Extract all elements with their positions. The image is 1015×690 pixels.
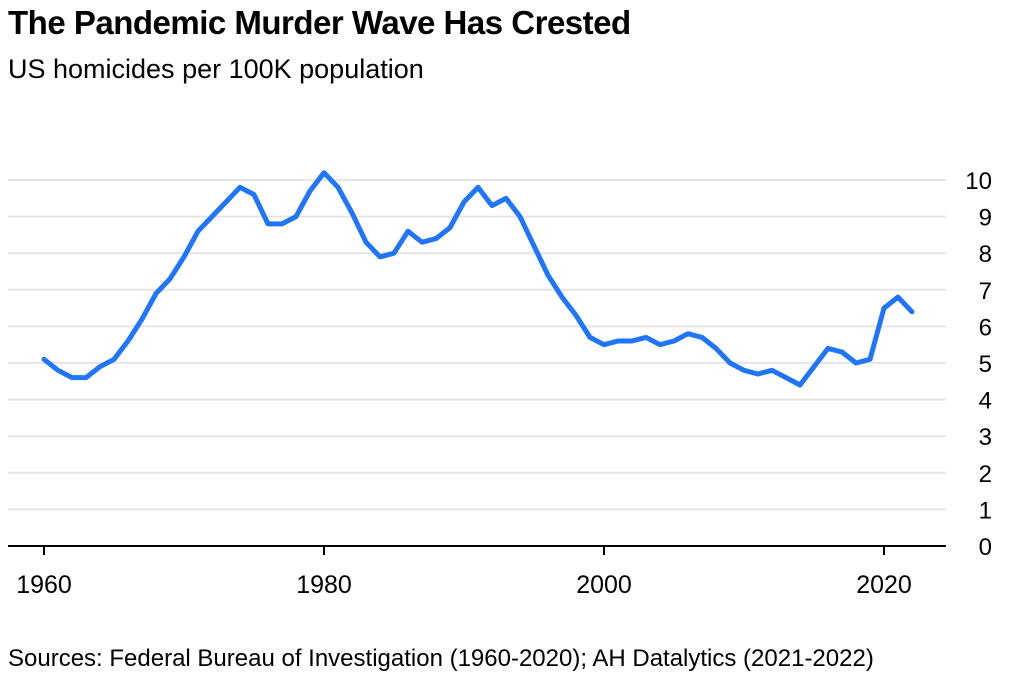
y-tick-label: 0 xyxy=(979,534,992,561)
y-tick-label: 8 xyxy=(979,241,992,268)
y-tick-label: 9 xyxy=(979,205,992,232)
x-axis-labels: 1960 1980 2000 2020 xyxy=(16,571,912,599)
gridlines xyxy=(8,179,946,511)
x-tick-label: 2020 xyxy=(856,571,912,599)
x-axis xyxy=(8,545,946,555)
y-tick-label: 10 xyxy=(965,168,992,195)
y-tick-label: 3 xyxy=(979,424,992,451)
x-tick-label: 2000 xyxy=(576,571,632,599)
y-tick-label: 7 xyxy=(979,278,992,305)
y-tick-label: 5 xyxy=(979,351,992,378)
source-note: Sources: Federal Bureau of Investigation… xyxy=(8,645,874,672)
series-layer xyxy=(41,170,915,388)
chart-title: The Pandemic Murder Wave Has Crested xyxy=(8,4,631,41)
y-tick-label: 1 xyxy=(979,497,992,524)
y-axis-labels: 0 1 2 3 4 5 6 7 8 9 10 xyxy=(965,168,992,561)
chart-subtitle: US homicides per 100K population xyxy=(8,54,424,84)
y-tick-label: 4 xyxy=(979,388,992,415)
x-tick-label: 1960 xyxy=(16,571,72,599)
y-tick-label: 6 xyxy=(979,314,992,341)
x-tick-label: 1980 xyxy=(296,571,352,599)
series-line-homicide-rate xyxy=(41,170,915,388)
y-tick-label: 2 xyxy=(979,461,992,488)
